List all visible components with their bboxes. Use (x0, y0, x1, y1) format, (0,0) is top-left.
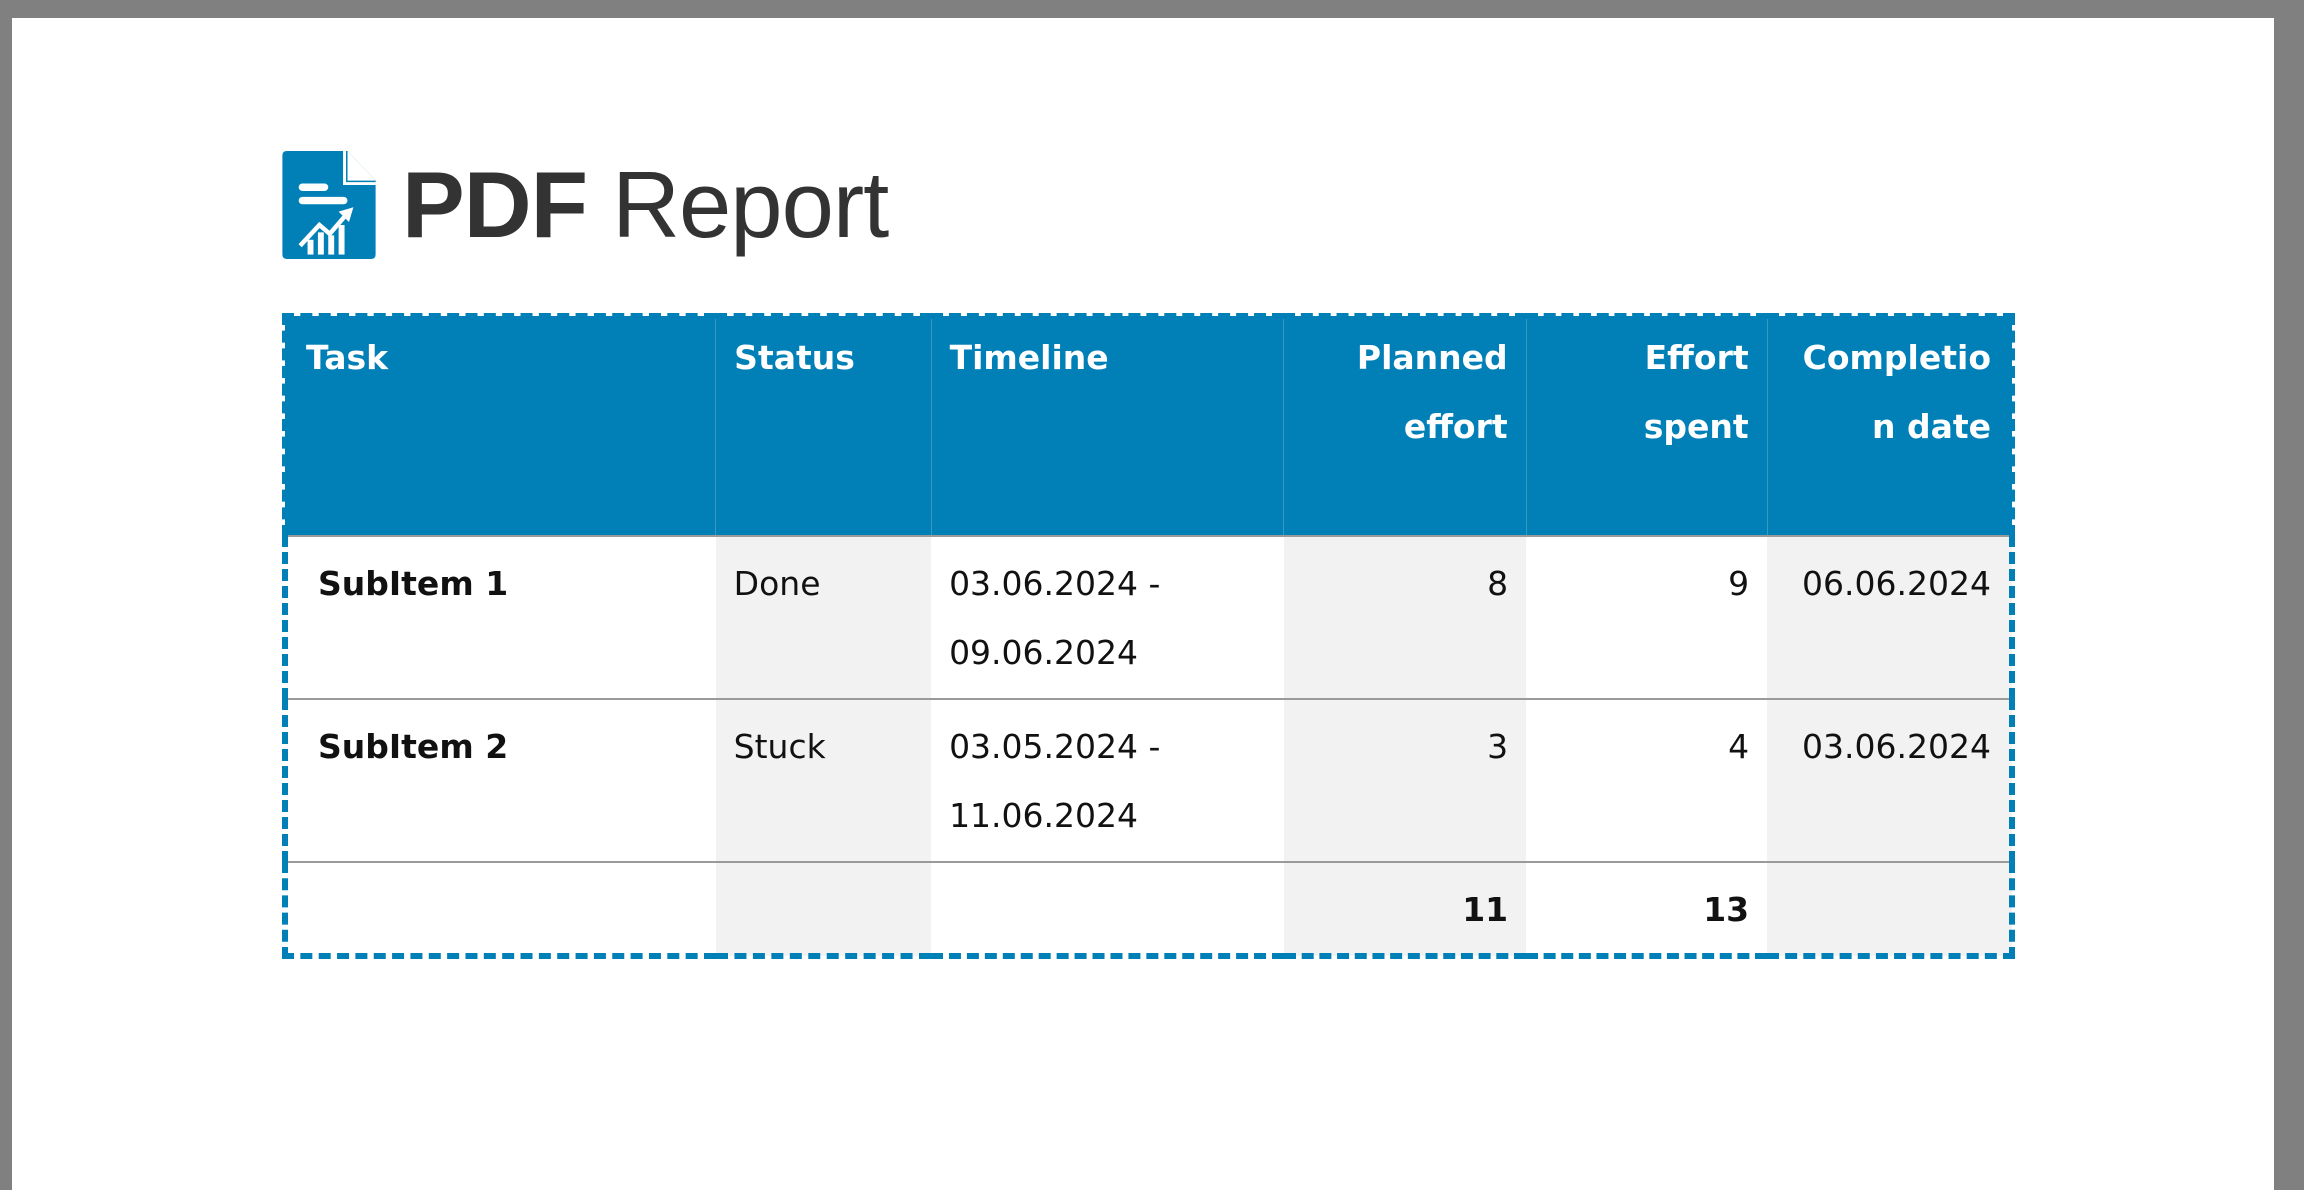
total-empty (285, 861, 716, 957)
spent-cell: 9 (1526, 535, 1768, 699)
completion-cell: 03.06.2024 (1767, 698, 2012, 862)
planned-cell: 8 (1283, 535, 1527, 699)
logo: PDF Report (282, 151, 889, 259)
total-empty (1767, 861, 2012, 957)
timeline-cell: 03.06.2024 - 09.06.2024 (931, 535, 1284, 699)
total-spent: 13 (1526, 861, 1768, 957)
total-empty (715, 861, 932, 957)
task-cell: SubItem 2 (285, 698, 716, 862)
header-effort-spent: Effort spent (1526, 316, 1768, 536)
header-row: Task Status Timeline Planned effort Effo… (285, 316, 2013, 536)
header-planned-effort: Planned effort (1283, 316, 1527, 536)
totals-row: 11 13 (285, 861, 2012, 957)
header-timeline: Timeline (931, 316, 1285, 536)
timeline-end: 09.06.2024 (949, 633, 1139, 672)
planned-cell: 3 (1283, 698, 1527, 862)
total-empty (931, 861, 1284, 957)
document-chart-icon (282, 151, 376, 259)
timeline-start: 03.06.2024 - (949, 564, 1161, 603)
header-status: Status (715, 316, 932, 536)
spent-cell: 4 (1526, 698, 1768, 862)
table-row: SubItem 1 Done 03.06.2024 -09.06.2024 8 … (285, 535, 2012, 699)
status-cell: Stuck (715, 698, 932, 862)
header-completion-date: Completion date (1767, 316, 2013, 536)
table-row: SubItem 2 Stuck 03.05.2024 - 11.06.2024 3… (285, 698, 2012, 862)
status-cell: Done (715, 535, 932, 699)
header-task: Task (285, 316, 717, 536)
report-table: Task Status Timeline Planned effort Effo… (282, 313, 2015, 959)
timeline-cell: 03.05.2024 - 11.06.2024 (931, 698, 1284, 862)
completion-cell: 06.06.2024 (1767, 535, 2012, 699)
total-planned: 11 (1283, 861, 1527, 957)
logo-text: PDF Report (402, 152, 889, 257)
pdf-page: PDF Report Task Status Timeline Planned … (12, 18, 2274, 1190)
task-cell: SubItem 1 (285, 535, 716, 699)
timeline-end: 11.06.2024 (949, 796, 1139, 835)
timeline-start: 03.05.2024 - (949, 727, 1161, 766)
